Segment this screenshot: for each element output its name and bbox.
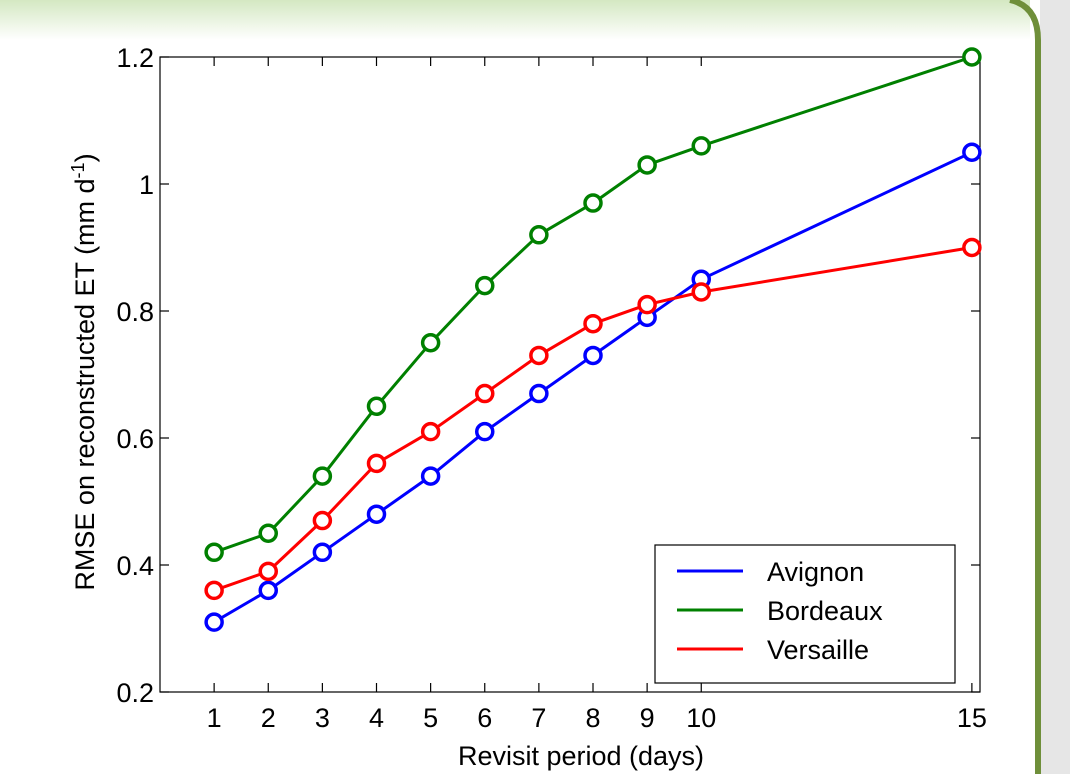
x-axis-title: Revisit period (days)	[458, 741, 704, 771]
series-bordeaux-point	[475, 275, 495, 296]
series-versaille	[204, 237, 982, 601]
series-bordeaux-point	[258, 523, 279, 543]
y-axis-title-close: )	[70, 153, 100, 162]
legend-label-versaille: Versaille	[767, 635, 869, 665]
y-axis-title-superscript: -1	[68, 162, 88, 178]
x-tick-label: 9	[640, 703, 655, 733]
x-tick-label: 15	[957, 703, 987, 733]
sidebar-panel	[1040, 0, 1070, 774]
series-avignon-point	[475, 421, 495, 442]
series-bordeaux	[204, 47, 982, 563]
legend-label-avignon: Avignon	[767, 557, 864, 587]
series-avignon-point	[962, 142, 982, 162]
series-versaille-point	[420, 421, 441, 442]
y-tick-label: 0.8	[116, 297, 154, 327]
series-versaille-point	[637, 294, 657, 315]
series-avignon-point	[366, 504, 387, 524]
legend-label-bordeaux: Bordeaux	[767, 596, 883, 626]
series-avignon-point	[420, 466, 441, 486]
x-tick-label: 6	[477, 703, 492, 733]
series-group	[204, 47, 982, 632]
x-tick-label: 4	[369, 703, 384, 733]
series-bordeaux-point	[529, 225, 549, 245]
series-avignon-point	[312, 542, 333, 563]
series-bordeaux-point	[312, 466, 333, 486]
frame-border	[1009, 0, 1041, 774]
series-avignon-point	[258, 580, 279, 601]
series-avignon	[204, 142, 982, 632]
series-versaille-point	[691, 282, 712, 302]
x-tick-label: 7	[531, 703, 546, 733]
x-tick-label: 3	[315, 703, 330, 733]
x-tick-label: 5	[423, 703, 438, 733]
y-tick-label: 1.2	[116, 43, 154, 73]
legend: Avignon Bordeaux Versaille	[654, 544, 956, 684]
y-axis-title: RMSE on reconstructed ET (mm d-1)	[68, 153, 100, 590]
series-bordeaux-point	[637, 155, 657, 175]
series-avignon-point	[204, 612, 224, 632]
y-tick-label: 0.6	[116, 424, 154, 454]
series-bordeaux-point	[420, 333, 441, 353]
series-bordeaux-point	[366, 396, 387, 416]
series-versaille-point	[475, 383, 495, 404]
series-avignon-point	[583, 345, 603, 366]
series-versaille-point	[204, 580, 224, 601]
series-bordeaux-point	[583, 193, 603, 213]
series-bordeaux-point	[204, 542, 224, 563]
y-tick-label: 1	[139, 170, 154, 200]
y-tick-label: 0.2	[116, 678, 154, 708]
series-bordeaux-point	[962, 47, 982, 67]
x-tick-label: 10	[686, 703, 716, 733]
legend-box	[654, 544, 956, 684]
x-tick-label: 1	[207, 703, 222, 733]
series-versaille-point	[962, 237, 982, 258]
x-tick-label: 8	[585, 703, 600, 733]
y-tick-label: 0.4	[116, 551, 154, 581]
series-avignon-point	[529, 383, 549, 404]
x-tick-label: 2	[261, 703, 276, 733]
series-versaille-point	[366, 453, 387, 474]
series-versaille-point	[312, 510, 333, 531]
top-gradient-band	[0, 0, 1030, 40]
series-versaille-point	[583, 313, 603, 334]
y-axis-title-main: RMSE on reconstructed ET (mm d	[70, 178, 100, 590]
series-bordeaux-point	[691, 136, 712, 156]
series-versaille-point	[258, 561, 279, 582]
series-versaille-point	[529, 345, 549, 366]
